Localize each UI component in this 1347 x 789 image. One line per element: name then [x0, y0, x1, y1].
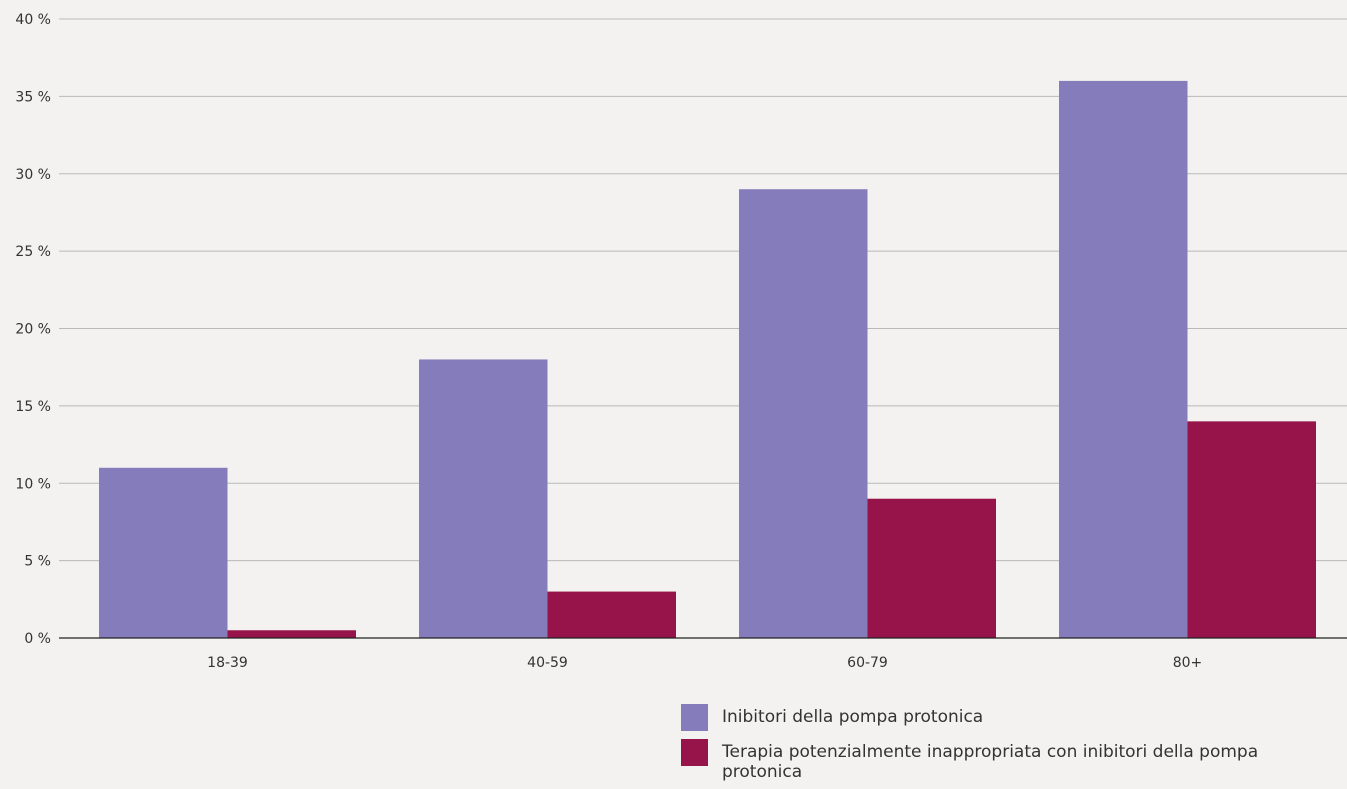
bar-series-1-18-39: [99, 467, 228, 638]
y-tick-label: 35 %: [15, 89, 51, 105]
bar-series-1-60-79: [739, 189, 868, 638]
y-tick-label: 30 %: [15, 167, 51, 183]
legend-label-series-2: Terapia potenzialmente inappropriata con…: [722, 742, 1259, 782]
legend-label-series-1: Inibitori della pompa protonica: [722, 707, 984, 727]
bar-series-2-60-79: [867, 498, 996, 638]
y-tick-label: 0 %: [24, 631, 51, 647]
bar-series-2-18-39: [227, 630, 356, 638]
gridlines: [59, 18, 1347, 562]
x-tick-label: 40-59: [527, 655, 568, 671]
legend-item-series-2: Terapia potenzialmente inappropriata con…: [681, 739, 1321, 782]
legend-item-series-1: Inibitori della pompa protonica: [681, 704, 1321, 731]
legend-swatch-series-1: [681, 704, 708, 731]
bars: [99, 80, 1316, 638]
bar-series-1-80+: [1059, 80, 1188, 638]
x-tick-label: 60-79: [847, 655, 888, 671]
y-tick-label: 20 %: [15, 322, 51, 338]
legend: Inibitori della pompa protonica Terapia …: [681, 704, 1321, 789]
legend-swatch-series-2: [681, 739, 708, 766]
bar-series-1-40-59: [419, 359, 548, 638]
x-tick-label: 18-39: [207, 655, 248, 671]
y-tick-label: 40 %: [15, 12, 51, 28]
x-tick-label: 80+: [1173, 655, 1203, 671]
bar-series-2-80+: [1187, 421, 1316, 638]
y-tick-label: 10 %: [15, 476, 51, 492]
y-tick-label: 15 %: [15, 399, 51, 415]
bar-series-2-40-59: [547, 591, 676, 638]
y-tick-label: 25 %: [15, 244, 51, 260]
x-axis-tick-labels: 18-39 40-59 60-79 80+: [207, 655, 1202, 671]
y-axis-tick-labels: 0 % 5 % 10 % 15 % 20 % 25 % 30 % 35 % 40 %: [15, 12, 51, 647]
y-tick-label: 5 %: [24, 554, 51, 570]
